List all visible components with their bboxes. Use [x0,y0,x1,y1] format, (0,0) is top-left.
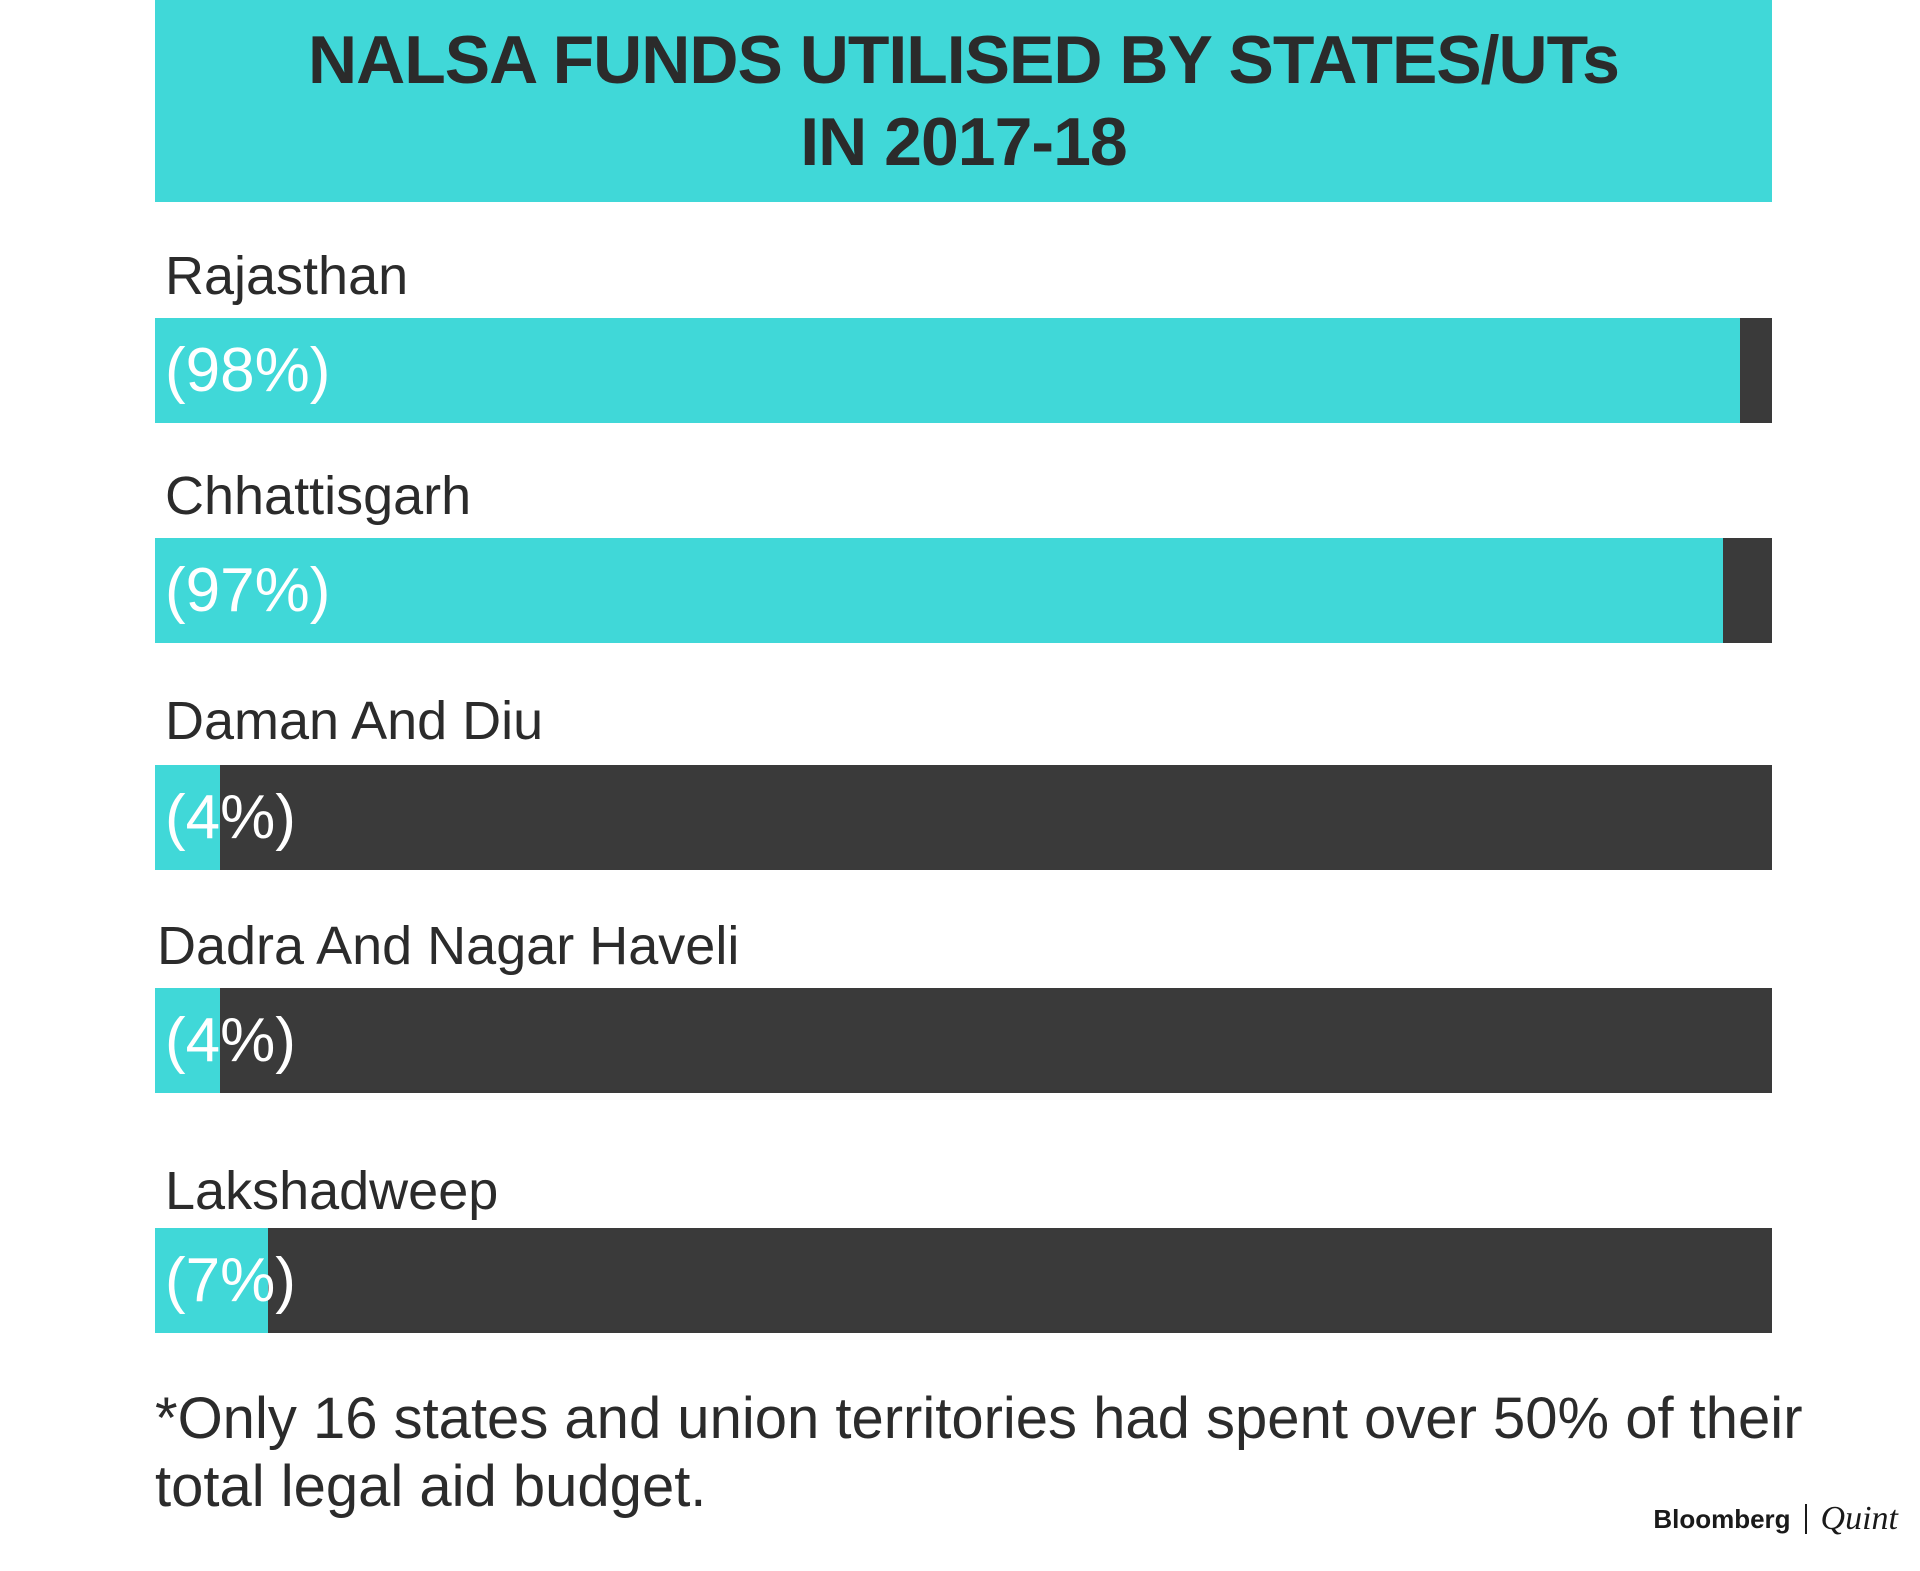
chart-title: NALSA FUNDS UTILISED BY STATES/UTs IN 20… [155,0,1772,202]
bar-value-label: (7%) [165,1246,296,1315]
brand-quint: Quint [1820,1500,1898,1537]
bar [155,538,1723,643]
bar-value-label: (98%) [165,336,331,405]
bar-value-label: (4%) [165,783,296,852]
brand-divider [1804,1504,1807,1534]
bar-track: (97%) [155,538,1772,643]
brand-bloomberg: Bloomberg [1653,1503,1791,1534]
bar [155,318,1740,423]
category-label: Chhattisgarh [165,466,472,526]
bar-value-label: (4%) [165,1006,296,1075]
bar-track: (98%) [155,318,1772,423]
bar [155,988,220,1093]
footnote: *Only 16 states and union territories ha… [155,1386,1803,1519]
bar-track: (4%) [155,988,1772,1093]
category-label: Lakshadweep [165,1161,499,1221]
category-label: Rajasthan [165,246,409,306]
category-label: Daman And Diu [165,691,544,751]
bar-track: (7%) [155,1228,1772,1333]
chart-title-line-1: NALSA FUNDS UTILISED BY STATES/UTs [308,22,1620,98]
category-label: Dadra And Nagar Haveli [157,916,740,976]
bar [155,765,220,870]
bar-value-label: (97%) [165,556,331,625]
bar [155,1228,268,1333]
chart-title-line-2: IN 2017-18 [800,104,1127,180]
brand-logo: Bloomberg Quint [1653,1500,1898,1538]
bar-track: (4%) [155,765,1772,870]
